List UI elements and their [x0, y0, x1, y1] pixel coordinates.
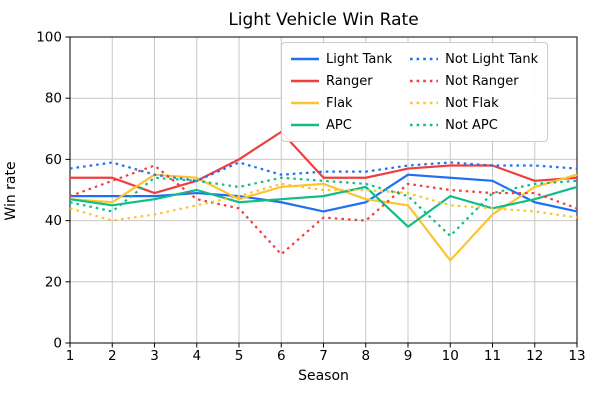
- legend-swatch: [291, 79, 319, 83]
- legend-item-flak: Flak: [291, 93, 392, 113]
- x-tick-label: 1: [66, 348, 75, 364]
- legend-label: APC: [326, 117, 352, 133]
- legend-swatch: [410, 57, 439, 61]
- x-tick-label: 5: [235, 348, 244, 364]
- legend-label: Flak: [326, 95, 353, 111]
- legend-swatch: [410, 101, 439, 105]
- x-axis-label: Season: [298, 368, 349, 384]
- legend-swatch: [291, 101, 319, 105]
- legend-label: Not Light Tank: [445, 51, 539, 67]
- legend-item-ranger: Ranger: [291, 71, 392, 91]
- y-axis-label: Win rate: [3, 161, 19, 221]
- legend-label: Light Tank: [326, 51, 393, 67]
- y-tick-label: 0: [53, 336, 62, 352]
- legend: Light Tank Ranger Flak APC Not Light Tank Not…: [281, 42, 549, 142]
- legend-swatch: [291, 57, 319, 61]
- legend-label: Not Ranger: [445, 73, 519, 89]
- x-tick-label: 10: [442, 348, 459, 364]
- chart-title: Light Vehicle Win Rate: [228, 10, 419, 30]
- y-tick-label: 80: [45, 91, 62, 107]
- y-tick-label: 20: [45, 274, 62, 290]
- legend-item-not-light-tank: Not Light Tank: [410, 49, 538, 69]
- series-line-not-flak: [69, 182, 578, 222]
- x-tick-label: 7: [319, 348, 328, 364]
- x-tick-label: 2: [108, 348, 117, 364]
- x-tick-label: 9: [404, 348, 413, 364]
- x-tick-label: 4: [192, 348, 201, 364]
- x-tick-label: 13: [568, 348, 585, 364]
- series-line-not-ranger: [69, 164, 578, 256]
- x-tick-label: 12: [526, 348, 543, 364]
- legend-label: Not APC: [445, 117, 498, 133]
- x-tick-label: 8: [361, 348, 370, 364]
- legend-swatch: [291, 123, 319, 127]
- legend-item-not-ranger: Not Ranger: [410, 71, 538, 91]
- legend-item-apc: APC: [291, 115, 392, 135]
- y-tick-label: 100: [36, 30, 62, 46]
- x-tick-label: 11: [484, 348, 501, 364]
- y-tick-label: 60: [45, 152, 62, 168]
- series-line-not-light-tank: [69, 161, 578, 182]
- legend-swatch: [410, 123, 439, 127]
- series-line-light-tank: [70, 173, 578, 213]
- legend-swatch: [410, 79, 439, 83]
- y-tick-label: 40: [45, 213, 62, 229]
- x-tick-label: 6: [277, 348, 286, 364]
- x-tick-label: 3: [150, 348, 159, 364]
- legend-item-not-flak: Not Flak: [410, 93, 538, 113]
- legend-label: Not Flak: [445, 95, 499, 111]
- legend-item-light-tank: Light Tank: [291, 49, 392, 69]
- legend-item-not-apc: Not APC: [410, 115, 538, 135]
- legend-label: Ranger: [326, 73, 373, 89]
